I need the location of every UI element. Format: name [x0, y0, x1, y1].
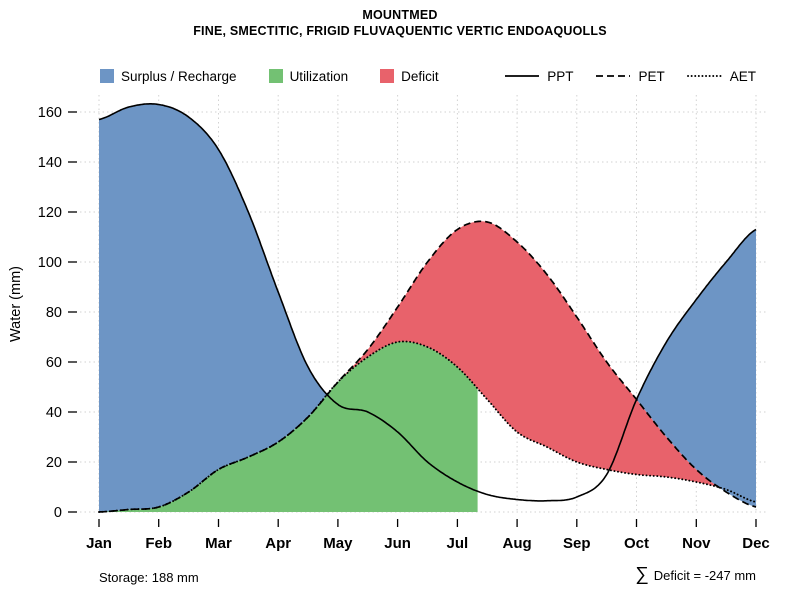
x-tick-label: Apr: [265, 535, 291, 552]
line-pet: [98, 220, 757, 513]
x-tick-label: Sep: [563, 535, 591, 552]
dotted-line-icon: [686, 75, 723, 77]
area-surplus: [99, 103, 327, 513]
y-tick-label: 100: [38, 255, 62, 271]
area-deficit: [339, 221, 718, 487]
chart-title: MOUNTMED: [362, 8, 438, 22]
surplus-swatch-icon: [100, 69, 114, 83]
area-surplus: [636, 229, 756, 507]
solid-line-icon: [505, 75, 540, 77]
x-tick-label: May: [323, 535, 353, 552]
x-tick-label: Nov: [682, 535, 711, 552]
y-tick-label: 40: [46, 405, 62, 421]
legend-label-aet: AET: [729, 68, 756, 84]
legend-item-deficit: Deficit: [380, 69, 439, 84]
line-ppt: [98, 103, 757, 502]
y-tick-label: 0: [54, 505, 62, 521]
x-tick-label: Dec: [742, 535, 770, 552]
chart-subtitle: FINE, SMECTITIC, FRIGID FLUVAQUENTIC VER…: [193, 24, 607, 38]
y-tick-label: 80: [46, 305, 62, 321]
y-tick-label: 160: [38, 105, 62, 121]
series-lines: [98, 103, 757, 513]
y-tick-label: 120: [38, 205, 62, 221]
y-tick-label: 140: [38, 155, 62, 171]
y-axis-label: Water (mm): [8, 266, 24, 342]
legend-label-pet: PET: [638, 68, 665, 84]
legend-label-surplus: Surplus / Recharge: [121, 68, 237, 84]
summation-symbol: ∑: [635, 564, 649, 585]
y-tick-label: 60: [46, 355, 62, 371]
x-tick-label: Jun: [384, 535, 411, 552]
storage-annotation: Storage: 188 mm: [99, 570, 199, 585]
legend: Surplus / Recharge Utilization Deficit P…: [100, 66, 756, 86]
legend-label-deficit: Deficit: [401, 68, 439, 84]
x-tick-label: Jul: [447, 535, 469, 552]
legend-item-utilization: Utilization: [268, 68, 349, 84]
deficit-annotation: ∑ Deficit = -247 mm: [635, 564, 756, 585]
x-tick-label: Feb: [145, 535, 172, 552]
line-aet: [98, 340, 757, 513]
y-tick-label: 20: [46, 455, 62, 471]
legend-item-ppt: PPT: [504, 69, 573, 84]
legend-item-pet: PET: [595, 68, 665, 84]
legend-label-utilization: Utilization: [289, 68, 349, 84]
legend-item-aet: AET: [686, 68, 756, 84]
x-tick-label: Jan: [86, 535, 112, 552]
area-utilization: [101, 341, 478, 512]
legend-label-ppt: PPT: [547, 68, 574, 84]
deficit-text: Deficit = -247 mm: [653, 568, 756, 583]
deficit-swatch-icon: [380, 69, 395, 83]
legend-item-surplus: Surplus / Recharge: [100, 69, 237, 84]
x-tick-label: Aug: [503, 535, 532, 552]
utilization-swatch-icon: [268, 69, 283, 83]
dashed-line-icon: [596, 75, 631, 77]
x-tick-label: Mar: [205, 535, 232, 552]
areas: [99, 103, 756, 513]
axes: 0 20 40 60 80 100 120 140 160 Jan Feb Mar Apr May Jun J…: [38, 105, 770, 552]
x-tick-label: Oct: [624, 535, 649, 552]
